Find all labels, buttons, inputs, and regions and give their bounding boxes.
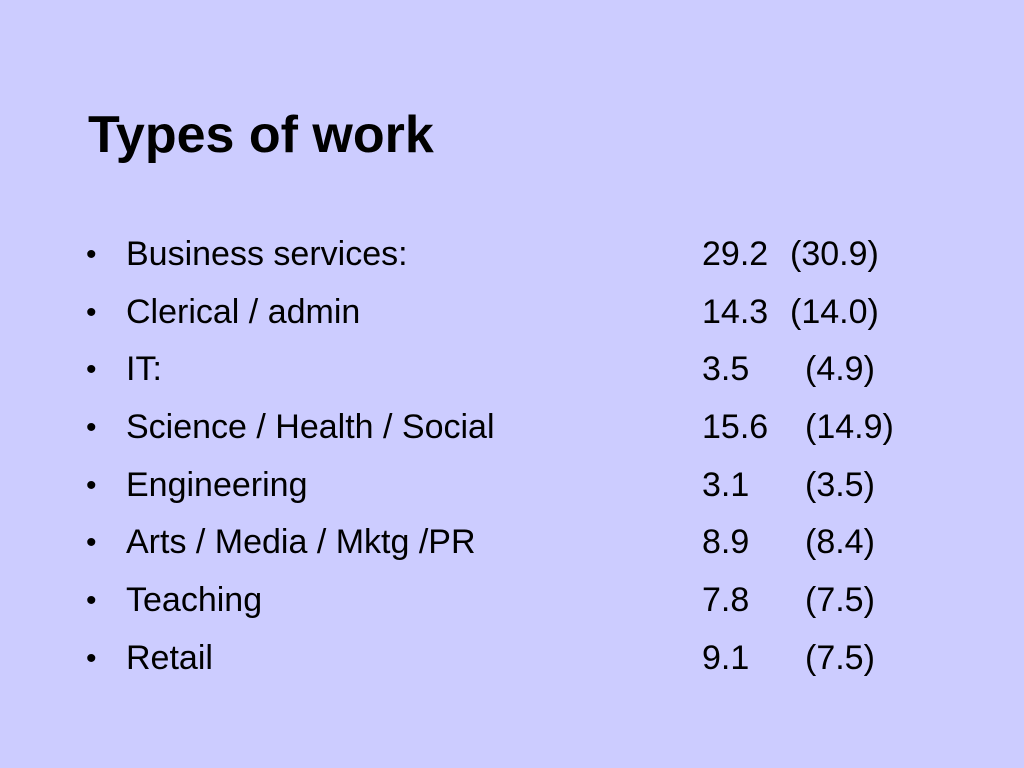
bullet-icon: • (86, 295, 97, 329)
item-label: Clerical / admin (126, 292, 361, 331)
bullet-icon: • (86, 641, 97, 675)
item-label: Business services: (126, 235, 408, 273)
list-item: • Business services: 29.2 (30.9) (0, 226, 1024, 284)
item-previous-value: (30.9) (790, 235, 879, 273)
item-previous-value: (14.9) (805, 408, 894, 447)
bullet-icon: • (86, 526, 97, 560)
item-previous-value: (8.4) (805, 523, 875, 562)
bullet-icon: • (86, 584, 97, 618)
item-previous-value: (7.5) (805, 581, 875, 620)
bullet-icon: • (86, 238, 97, 271)
bullet-list: • Business services: 29.2 (30.9) • Cleri… (0, 226, 1024, 688)
item-label: Engineering (126, 465, 308, 504)
list-item: • Teaching 7.8 (7.5) (0, 572, 1024, 630)
item-previous-value: (3.5) (805, 465, 875, 504)
item-label: Retail (126, 638, 213, 677)
list-item: • Clerical / admin 14.3 (14.0) (0, 284, 1024, 342)
item-value: 3.5 (702, 350, 750, 389)
item-previous-value: (14.0) (790, 292, 879, 331)
item-value: 15.6 (702, 408, 769, 447)
bullet-icon: • (86, 468, 97, 502)
list-item: • Retail 9.1 (7.5) (0, 630, 1024, 688)
item-previous-value: (7.5) (805, 638, 875, 677)
list-item: • IT: 3.5 (4.9) (0, 341, 1024, 399)
bullet-icon: • (86, 353, 97, 387)
list-item: • Engineering 3.1 (3.5) (0, 457, 1024, 515)
item-label: Arts / Media / Mktg /PR (126, 523, 476, 562)
list-item: • Arts / Media / Mktg /PR 8.9 (8.4) (0, 514, 1024, 572)
item-value: 14.3 (702, 292, 769, 331)
item-value: 3.1 (702, 465, 750, 504)
item-label: IT: (126, 350, 162, 389)
item-value: 9.1 (702, 638, 750, 677)
item-label: Science / Health / Social (126, 408, 495, 447)
item-label: Teaching (126, 581, 263, 620)
item-previous-value: (4.9) (805, 350, 875, 389)
item-value: 29.2 (702, 235, 769, 273)
slide-title: Types of work (88, 106, 434, 164)
item-value: 8.9 (702, 523, 750, 562)
item-value: 7.8 (702, 581, 750, 620)
bullet-icon: • (86, 411, 97, 445)
list-item: • Science / Health / Social 15.6 (14.9) (0, 399, 1024, 457)
